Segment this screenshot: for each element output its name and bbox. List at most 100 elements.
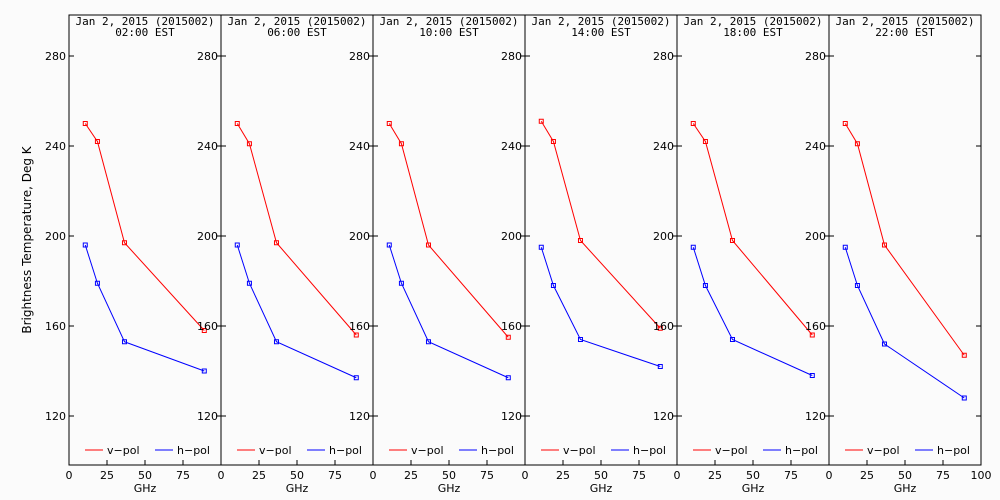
panel-title: Jan 2, 2015 (2015002) [75, 15, 214, 28]
data-point-v-pol [690, 121, 696, 126]
y-tick-label: 160 [45, 320, 66, 333]
data-point-h-pol [577, 337, 583, 342]
panel-title: Jan 2, 2015 (2015002) [227, 15, 366, 28]
series-line-v-pol [540, 120, 661, 329]
series-line-v-pol [844, 123, 965, 356]
data-point-h-pol [657, 364, 663, 369]
x-axis-label: GHz [438, 482, 461, 495]
data-point-v-pol [234, 121, 240, 126]
x-tick-label: 25 [556, 469, 570, 482]
y-tick-label: 120 [349, 410, 370, 423]
data-point-h-pol [398, 280, 404, 286]
data-point-v-pol [246, 141, 252, 147]
y-tick-label: 160 [501, 320, 522, 333]
x-tick-label: 0 [522, 469, 529, 482]
y-tick-label: 160 [805, 320, 826, 333]
data-point-h-pol [386, 242, 392, 248]
y-tick-label: 120 [805, 410, 826, 423]
y-tick-label: 200 [805, 230, 826, 243]
data-point-v-pol [881, 242, 887, 248]
y-axis-label: Brightness Temperature, Deg K [20, 145, 34, 333]
series-line-v-pol [236, 123, 357, 336]
x-tick-label: 25 [252, 469, 266, 482]
panel-title: Jan 2, 2015 (2015002) [379, 15, 518, 28]
x-tick-label: 75 [328, 469, 342, 482]
x-tick-label: 0 [826, 469, 833, 482]
data-point-h-pol [550, 283, 556, 288]
y-tick-label: 280 [45, 50, 66, 63]
data-point-h-pol [842, 244, 848, 250]
data-point-h-pol [538, 244, 544, 250]
legend-label: h−pol [481, 444, 514, 457]
data-point-h-pol [961, 395, 967, 401]
panel-2: Jan 2, 2015 (2015002)06:00 EST 120 160 200 2… [197, 14, 374, 495]
series-line-v-pol [692, 123, 813, 336]
y-tick-label: 280 [653, 50, 674, 63]
data-point-v-pol [961, 352, 967, 358]
data-point-h-pol [246, 280, 252, 286]
series-line-h-pol [84, 244, 205, 372]
legend-label: h−pol [633, 444, 666, 457]
x-tick-label: 0 [674, 469, 681, 482]
y-tick-label: 120 [501, 410, 522, 423]
y-tick-label: 200 [501, 230, 522, 243]
series-line-h-pol [388, 244, 509, 379]
y-tick-label: 280 [501, 50, 522, 63]
data-point-h-pol [881, 341, 887, 347]
data-point-h-pol [121, 339, 127, 345]
x-axis-label: GHz [894, 482, 917, 495]
data-point-v-pol [273, 240, 279, 246]
y-tick-label: 160 [349, 320, 370, 333]
data-point-v-pol [201, 328, 207, 333]
panel-title: Jan 2, 2015 (2015002) [531, 15, 670, 28]
data-point-h-pol [353, 375, 359, 381]
series-line-v-pol [84, 123, 205, 331]
data-point-v-pol [398, 141, 404, 147]
panel-time: 14:00 EST [571, 26, 631, 39]
panel-time: 10:00 EST [419, 26, 479, 39]
legend-label: h−pol [937, 444, 970, 457]
chart-panels: Jan 2, 2015 (2015002)02:00 EST1201602002… [45, 14, 992, 495]
data-point-h-pol [854, 283, 860, 288]
data-point-h-pol [809, 373, 815, 378]
panel-1: Jan 2, 2015 (2015002)02:00 EST 120 160 200 2… [45, 14, 222, 495]
x-axis-label: GHz [134, 482, 157, 495]
data-point-h-pol [425, 339, 431, 345]
panel-5: Jan 2, 2015 (2015002)18:00 EST 120 160 200 2… [653, 14, 830, 495]
legend-label: v−pol [411, 444, 444, 457]
panel-6: Jan 2, 2015 (2015002)22:00 EST 120 160 200 2… [805, 14, 992, 495]
legend-label: v−pol [563, 444, 596, 457]
y-tick-label: 240 [45, 140, 66, 153]
data-point-v-pol [702, 139, 708, 144]
series-line-h-pol [540, 247, 661, 367]
data-point-h-pol [273, 339, 279, 345]
x-tick-label: 75 [936, 469, 950, 482]
x-tick-label: 100 [971, 469, 992, 482]
panel-time: 22:00 EST [875, 26, 935, 39]
x-tick-label: 75 [480, 469, 494, 482]
data-point-h-pol [505, 375, 511, 381]
legend-label: v−pol [259, 444, 292, 457]
data-point-h-pol [201, 368, 207, 374]
legend-label: h−pol [785, 444, 818, 457]
x-axis-label: GHz [286, 482, 309, 495]
y-tick-label: 160 [197, 320, 218, 333]
x-tick-label: 25 [708, 469, 722, 482]
data-point-v-pol [386, 121, 392, 126]
x-tick-label: 50 [290, 469, 304, 482]
legend-label: h−pol [329, 444, 362, 457]
y-tick-label: 280 [197, 50, 218, 63]
y-tick-label: 240 [653, 140, 674, 153]
legend-label: h−pol [177, 444, 210, 457]
y-tick-label: 240 [349, 140, 370, 153]
panel-time: 02:00 EST [115, 26, 175, 39]
data-point-v-pol [854, 141, 860, 147]
data-point-v-pol [729, 238, 735, 243]
legend-label: v−pol [107, 444, 140, 457]
x-axis-label: GHz [742, 482, 765, 495]
x-tick-label: 75 [784, 469, 798, 482]
y-tick-label: 120 [45, 410, 66, 423]
x-tick-label: 50 [138, 469, 152, 482]
x-axis-label: GHz [590, 482, 613, 495]
